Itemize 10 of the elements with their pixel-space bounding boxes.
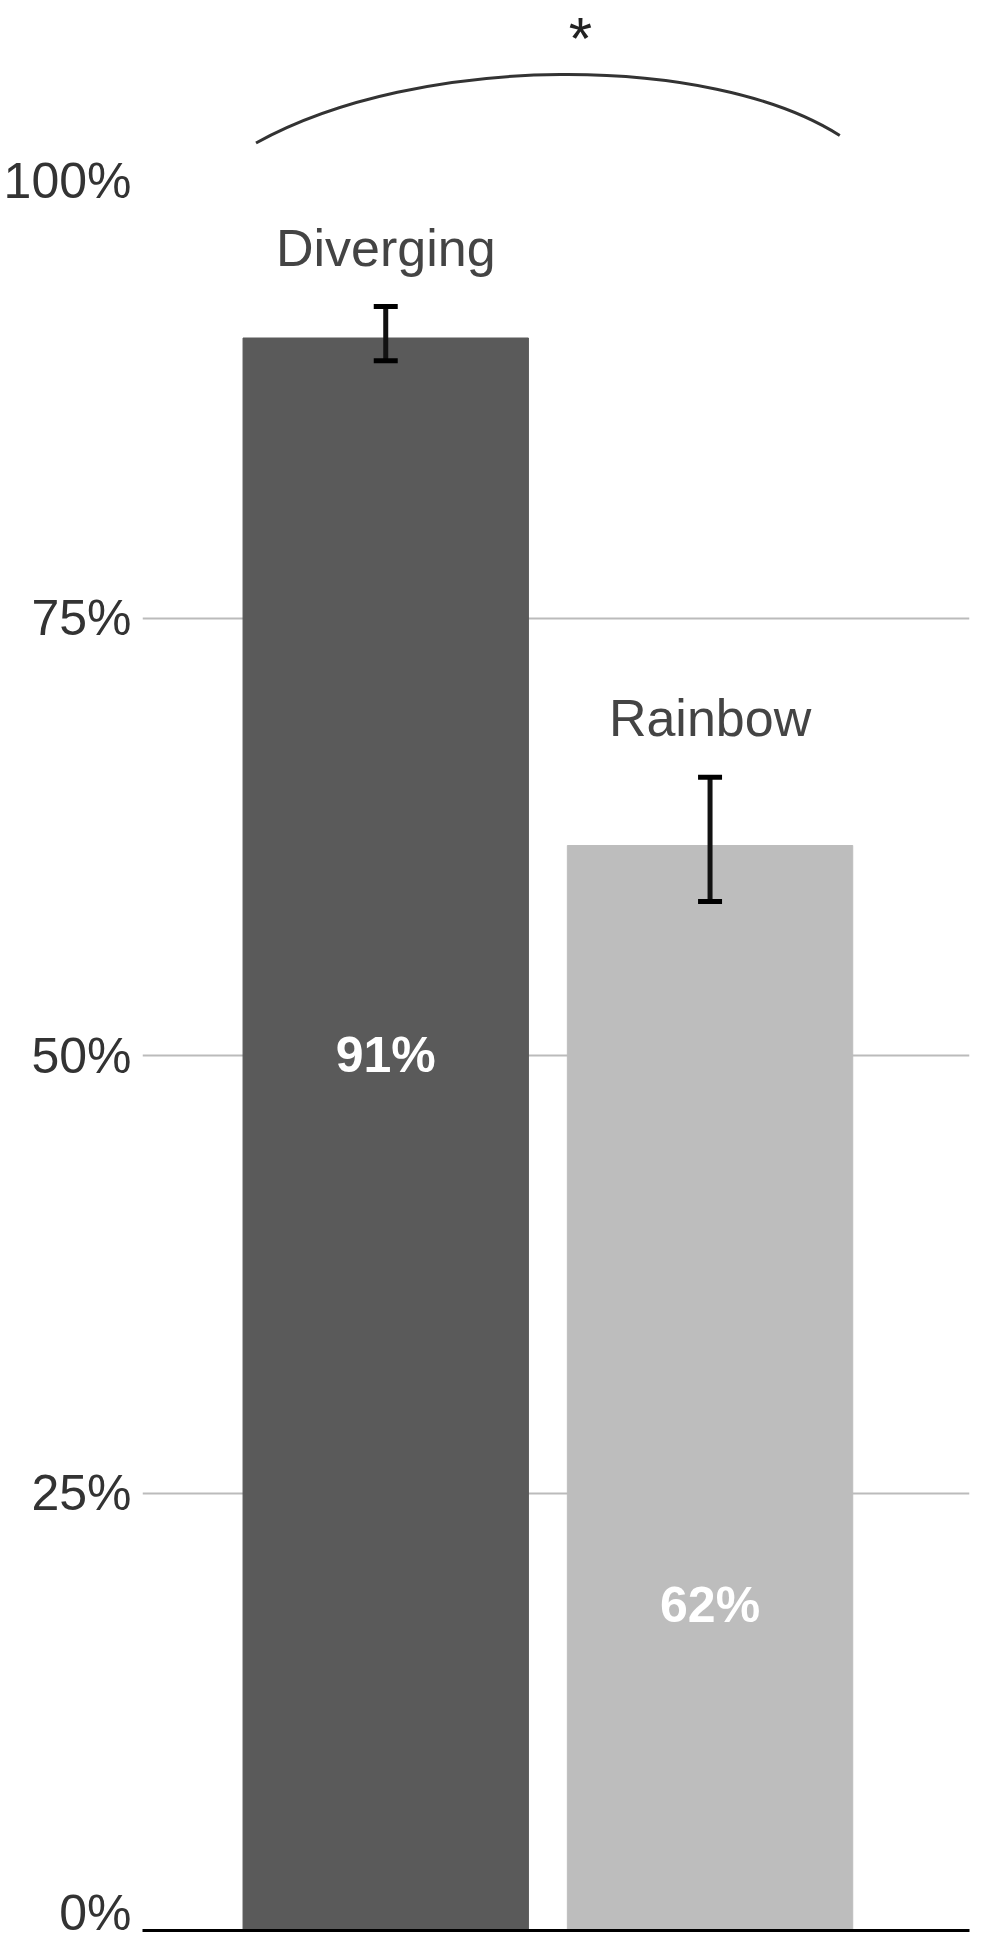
y-tick-label: 100%	[3, 152, 132, 209]
x-tick-label: Diverging	[275, 218, 496, 277]
text: *	[568, 4, 593, 72]
x-tick-label: Rainbow	[608, 689, 812, 748]
y-tick-label: 0%	[59, 1884, 132, 1941]
data-label: 62%	[660, 1577, 761, 1633]
y-tick-label: 75%	[31, 590, 132, 646]
y-tick-label: 25%	[31, 1465, 132, 1521]
y-tick-label: 50%	[31, 1027, 132, 1084]
data-label: 91%	[335, 1026, 436, 1083]
